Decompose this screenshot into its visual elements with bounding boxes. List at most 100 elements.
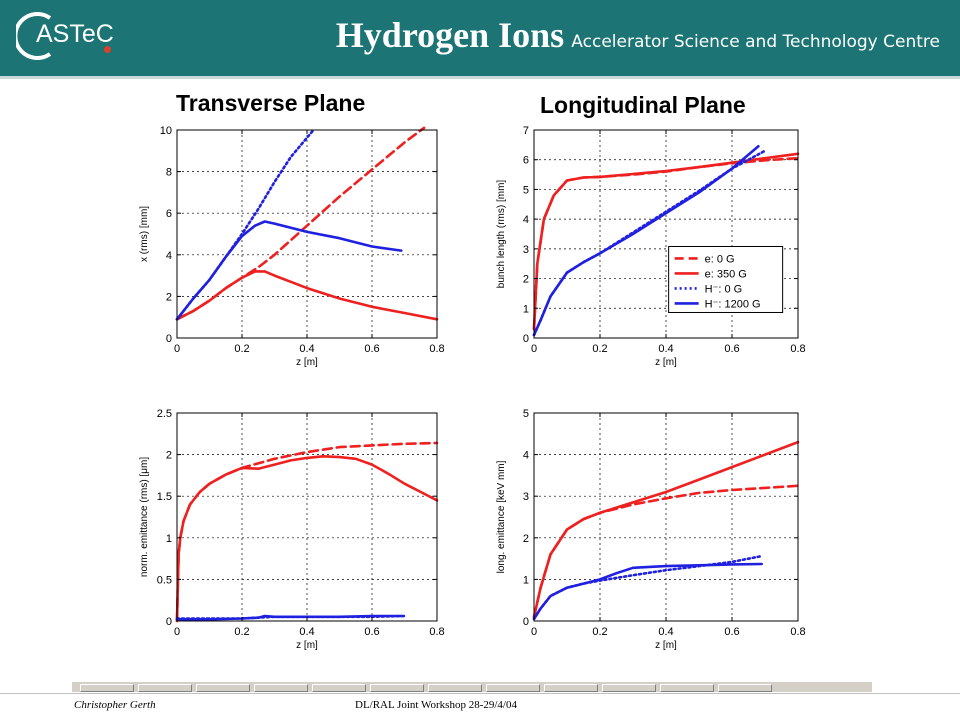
x-axis-label: z [m] [296, 640, 318, 651]
x-tick-label: 0.2 [234, 626, 249, 638]
taskbar-button[interactable] [602, 684, 656, 692]
header-divider [0, 76, 960, 79]
series-line-1 [175, 454, 439, 623]
x-tick-label: 0.8 [790, 626, 805, 638]
page-title: Hydrogen Ions [335, 15, 565, 55]
legend-label: H⁻: 0 G [705, 283, 743, 295]
section-title-transverse: Transverse Plane [176, 90, 366, 116]
plot-area [177, 413, 437, 621]
y-tick-label: 1.5 [157, 491, 172, 503]
x-axis-label: z [m] [296, 357, 318, 368]
taskbar-button[interactable] [660, 684, 714, 692]
series-line-3 [532, 562, 764, 621]
x-tick-label: 0 [531, 343, 537, 355]
taskbar-button[interactable] [312, 684, 366, 692]
x-tick-label: 0.4 [299, 343, 314, 355]
taskbar-button[interactable] [370, 684, 424, 692]
x-tick-label: 0.6 [364, 343, 379, 355]
y-axis-label: long. emittance [keV mm] [496, 460, 507, 573]
astec-logo: ASTeC [16, 12, 114, 60]
y-tick-label: 6 [523, 155, 529, 167]
taskbar-button[interactable] [254, 684, 308, 692]
legend-label: e: 0 G [705, 253, 735, 265]
y-tick-label: 0.5 [157, 574, 172, 586]
taskbar-button[interactable] [718, 684, 772, 692]
y-tick-label: 1 [166, 533, 172, 545]
chart-norm-emittance: 0 0.2 0.4 0.6 0.8 0 0.5 1 1.5 2 2.5 z [m] norm. emit… [139, 408, 445, 651]
taskbar-button[interactable] [80, 684, 134, 692]
plot-area [534, 413, 798, 621]
y-tick-label: 5 [523, 184, 529, 196]
y-tick-label: 0 [166, 333, 172, 345]
x-tick-label: 0.2 [592, 626, 607, 638]
footer-divider [0, 693, 960, 694]
y-axis-label: norm. emittance (rms) [μm] [139, 457, 150, 577]
y-tick-label: 8 [166, 167, 172, 179]
y-axis-label: bunch length (rms) [mm] [496, 180, 507, 289]
y-tick-label: 0 [523, 616, 529, 628]
y-tick-label: 10 [160, 125, 172, 137]
taskbar-button[interactable] [428, 684, 482, 692]
chart-x-rms: 0 0.2 0.4 0.6 0.8 0 2 4 6 8 10 z [m] x (rms) [mm] [139, 125, 445, 368]
y-tick-label: 0 [523, 333, 529, 345]
x-tick-label: 0.8 [429, 626, 444, 638]
x-tick-label: 0.2 [592, 343, 607, 355]
x-tick-label: 0.4 [299, 626, 314, 638]
taskbar-button[interactable] [544, 684, 598, 692]
series-line-3 [175, 220, 403, 321]
footer-author: Christopher Gerth [74, 699, 156, 711]
x-axis-label: z [m] [655, 357, 677, 368]
x-tick-label: 0.8 [429, 343, 444, 355]
series-line-1 [532, 440, 800, 619]
logo-text: ASTeC [36, 20, 114, 48]
legend-label: H⁻: 1200 G [705, 298, 761, 310]
x-tick-label: 0 [531, 626, 537, 638]
x-tick-label: 0.6 [364, 626, 379, 638]
organization-name: Accelerator Science and Technology Centr… [571, 32, 940, 52]
y-tick-label: 1 [523, 303, 529, 315]
x-tick-label: 0.4 [658, 626, 673, 638]
y-tick-label: 1 [523, 574, 529, 586]
x-tick-label: 0.6 [724, 626, 739, 638]
x-tick-label: 0.6 [724, 343, 739, 355]
plot-area [177, 130, 437, 338]
chart-bunch-length: 0 0.2 0.4 0.6 0.8 0 1 2 3 4 5 6 7 z [m] bunch length (… [496, 125, 806, 368]
footer-event: DL/RAL Joint Workshop 28-29/4/04 [355, 699, 517, 711]
y-tick-label: 4 [523, 214, 529, 226]
x-axis-label: z [m] [655, 640, 677, 651]
y-tick-label: 2 [166, 450, 172, 462]
x-tick-label: 0.4 [658, 343, 673, 355]
x-tick-label: 0.8 [790, 343, 805, 355]
y-tick-label: 2 [523, 274, 529, 286]
y-tick-label: 0 [166, 616, 172, 628]
x-tick-label: 0 [174, 343, 180, 355]
y-tick-label: 6 [166, 208, 172, 220]
y-tick-label: 4 [523, 450, 529, 462]
series-line-1 [532, 152, 800, 331]
chart-long-emittance: 0 0.2 0.4 0.6 0.8 0 1 2 3 4 5 z [m] long. emittance … [496, 408, 806, 651]
series-line-1 [175, 270, 439, 321]
logo-dot-icon [104, 46, 111, 53]
y-tick-label: 2 [166, 291, 172, 303]
series-line-3 [532, 144, 760, 337]
x-tick-label: 0.2 [234, 343, 249, 355]
logo-arc-icon [16, 12, 52, 60]
taskbar-button[interactable] [486, 684, 540, 692]
legend-label: e: 350 G [705, 268, 747, 280]
taskbar-button[interactable] [138, 684, 192, 692]
taskbar [72, 681, 872, 692]
legend-box [668, 245, 784, 313]
y-axis-label: x (rms) [mm] [139, 206, 150, 262]
y-tick-label: 3 [523, 491, 529, 503]
y-tick-label: 2 [523, 533, 529, 545]
y-tick-label: 3 [523, 244, 529, 256]
y-tick-label: 7 [523, 125, 529, 137]
y-tick-label: 5 [523, 408, 529, 420]
y-tick-label: 2.5 [157, 408, 172, 420]
header-bar: ASTeC Hydrogen Ions Accelerator Science … [0, 0, 960, 76]
y-tick-label: 4 [166, 250, 172, 262]
series-line-3 [175, 614, 403, 621]
section-title-longitudinal: Longitudinal Plane [540, 92, 746, 118]
x-tick-label: 0 [174, 626, 180, 638]
taskbar-button[interactable] [196, 684, 250, 692]
